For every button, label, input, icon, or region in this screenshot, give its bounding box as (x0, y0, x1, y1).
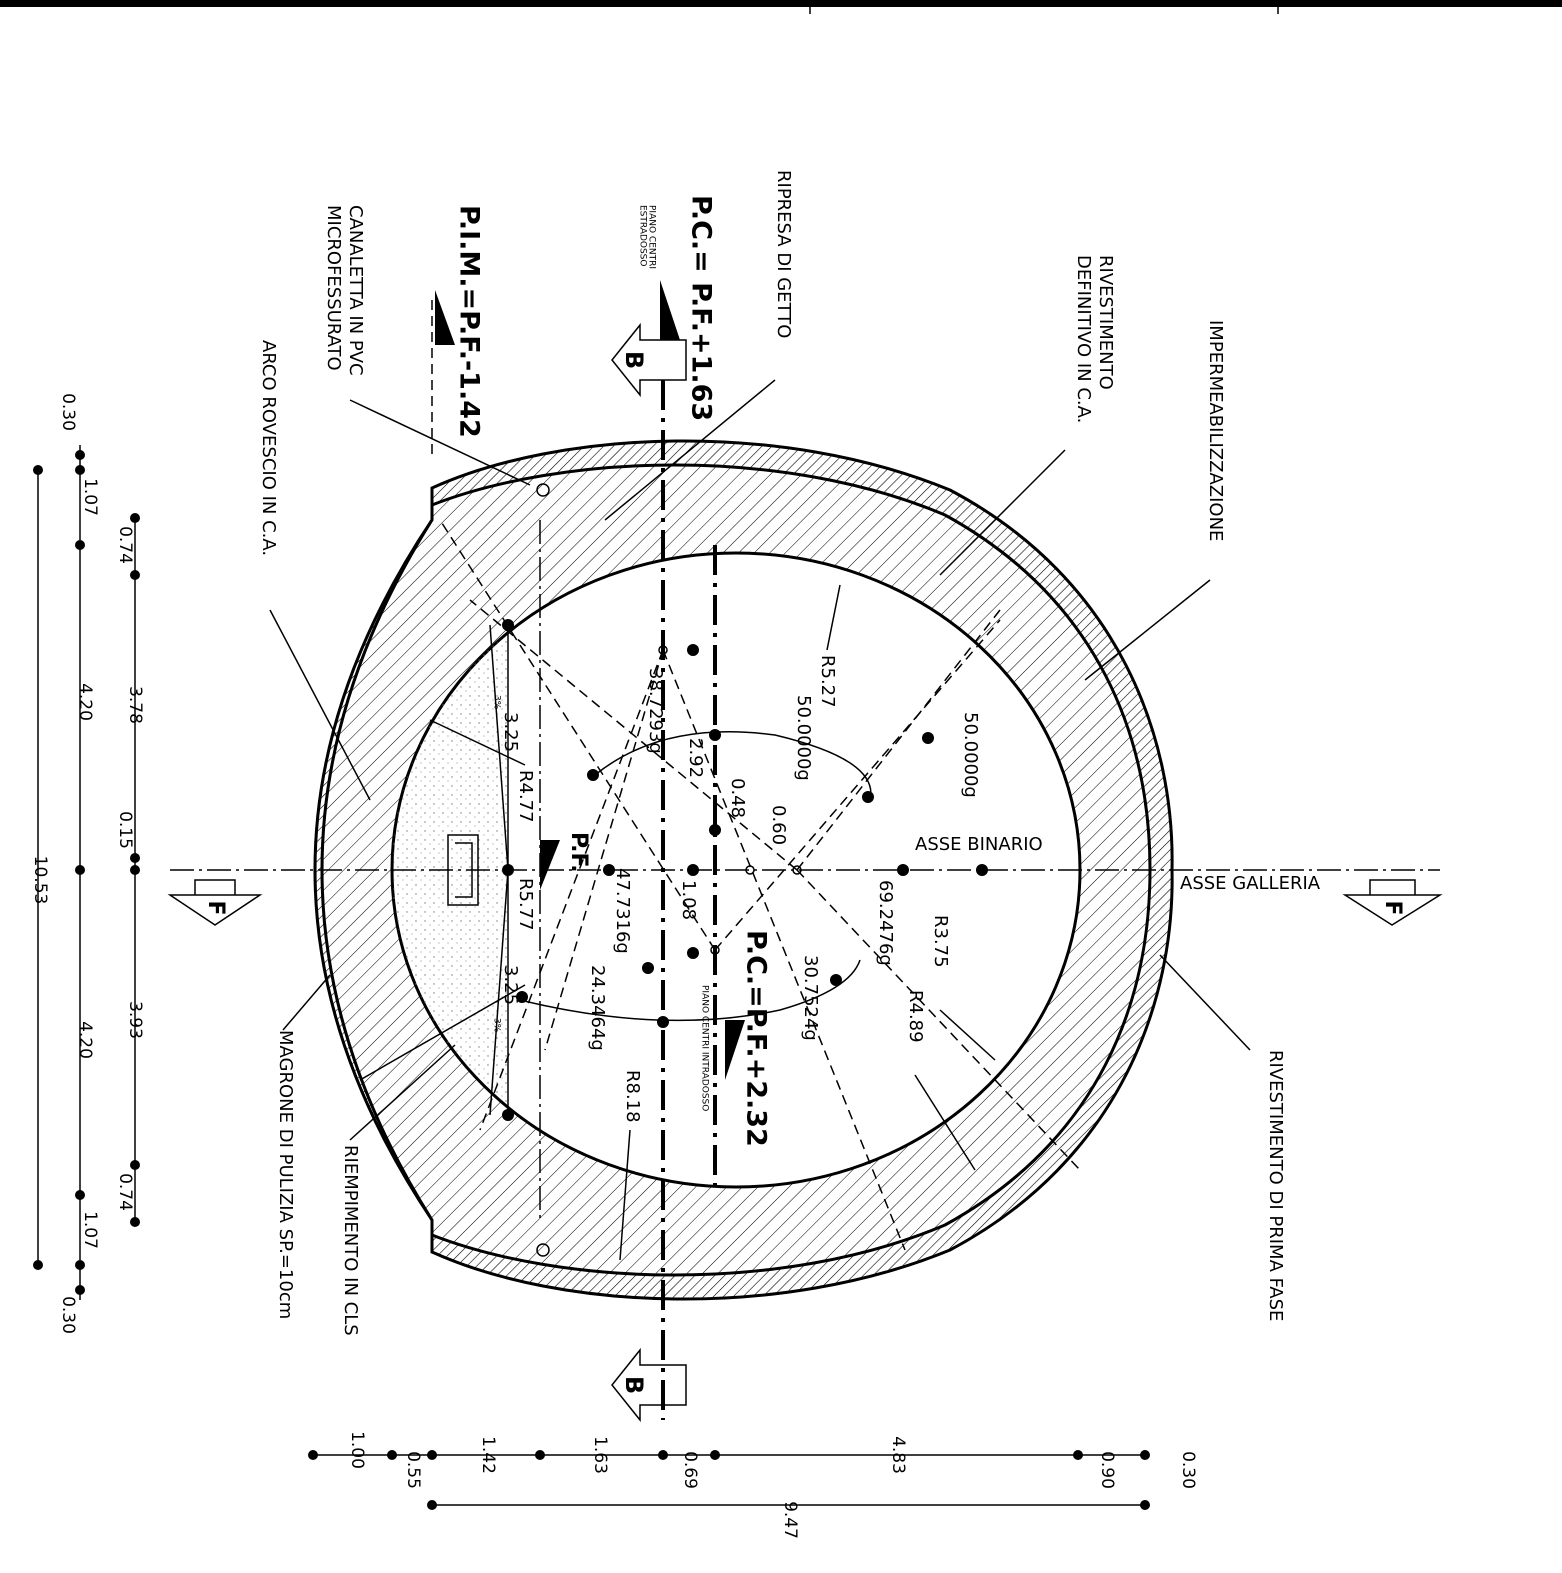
label: 4.20 (75, 683, 95, 721)
label: RIVESTIMENTO (1095, 255, 1116, 390)
label: MICROFESSURATO (323, 205, 344, 371)
label: 1.00 (347, 1431, 367, 1469)
label: 10.53 (30, 856, 50, 905)
label: 38.7293g (645, 668, 666, 754)
label: 24.3464g (587, 965, 608, 1051)
label: 3.25 (500, 965, 521, 1005)
label: R5.27 (817, 655, 838, 708)
label: 1.63 (590, 1436, 610, 1474)
label: 3% (492, 695, 502, 710)
label: 1.08 (678, 880, 699, 920)
label: 4.20 (75, 1021, 95, 1059)
label: 0.74 (115, 1173, 135, 1211)
label: ASSE BINARIO (915, 834, 1043, 855)
label: R4.77 (515, 770, 536, 823)
frame (0, 0, 1562, 14)
label: RIVESTIMENTO DI PRIMA FASE (1265, 1050, 1286, 1321)
label: DEFINITIVO IN C.A. (1073, 255, 1094, 423)
label: 0.69 (680, 1451, 700, 1489)
label: 0.55 (403, 1451, 423, 1489)
label: ESTRADOSSO (638, 205, 648, 266)
label: CANALETTA IN PVC (345, 205, 366, 376)
label: 0.30 (1178, 1451, 1198, 1489)
page: IMPERMEABILIZZAZIONE RIVESTIMENTODEFINITI… (0, 0, 1562, 1573)
label: 0.74 (115, 526, 135, 564)
label: R5.77 (515, 878, 536, 931)
label: B (620, 1376, 648, 1394)
label: F (1380, 900, 1405, 915)
label: 0.30 (58, 1296, 78, 1334)
label: 50.0000g (960, 712, 981, 798)
label: PIANO CENTRI INTRADOSSO (700, 985, 710, 1111)
label: 0.48 (727, 778, 748, 818)
label: IMPERMEABILIZZAZIONE (1205, 320, 1226, 541)
label: 3.25 (500, 712, 521, 752)
label: 3% (492, 1018, 502, 1033)
label: 0.30 (58, 393, 78, 431)
label: R8.18 (622, 1070, 643, 1123)
label: 30.7524g (800, 955, 821, 1041)
label: 0.15 (115, 811, 135, 849)
label: 0.90 (1097, 1451, 1117, 1489)
label: P.C.=P.F.+2.32 (741, 930, 772, 1147)
label: 1.07 (80, 478, 100, 516)
label: 1.42 (478, 1436, 498, 1474)
label: RIPRESA DI GETTO (773, 170, 794, 338)
label: R3.75 (930, 915, 951, 968)
drawing: IMPERMEABILIZZAZIONE RIVESTIMENTODEFINITI… (0, 0, 1562, 1573)
label: ASSE GALLERIA (1180, 873, 1321, 894)
label: RIEMPIMENTO IN CLS (340, 1145, 361, 1336)
label: 1.07 (80, 1211, 100, 1249)
label: P.I.M.=P.F.-1.42 (454, 205, 485, 438)
label: 69.2476g (875, 880, 896, 966)
label: 50.0000g (793, 695, 814, 781)
label: 0.60 (768, 805, 789, 845)
label: B (620, 351, 648, 369)
label: P.F. (566, 832, 591, 873)
label: 47.7316g (612, 868, 633, 954)
label: 3.78 (125, 686, 145, 724)
label: 2.92 (685, 738, 706, 778)
label: MAGRONE DI PULIZIA SP.=10cm (275, 1030, 296, 1319)
label: R4.89 (905, 990, 926, 1043)
label: P.C.= P.F.+1.63 (686, 195, 717, 421)
label: 4.83 (888, 1436, 908, 1474)
label: F (203, 900, 228, 915)
label: ARCO ROVESCIO IN C.A. (258, 340, 279, 556)
label: 3.93 (125, 1001, 145, 1039)
label: 9.47 (780, 1501, 800, 1539)
